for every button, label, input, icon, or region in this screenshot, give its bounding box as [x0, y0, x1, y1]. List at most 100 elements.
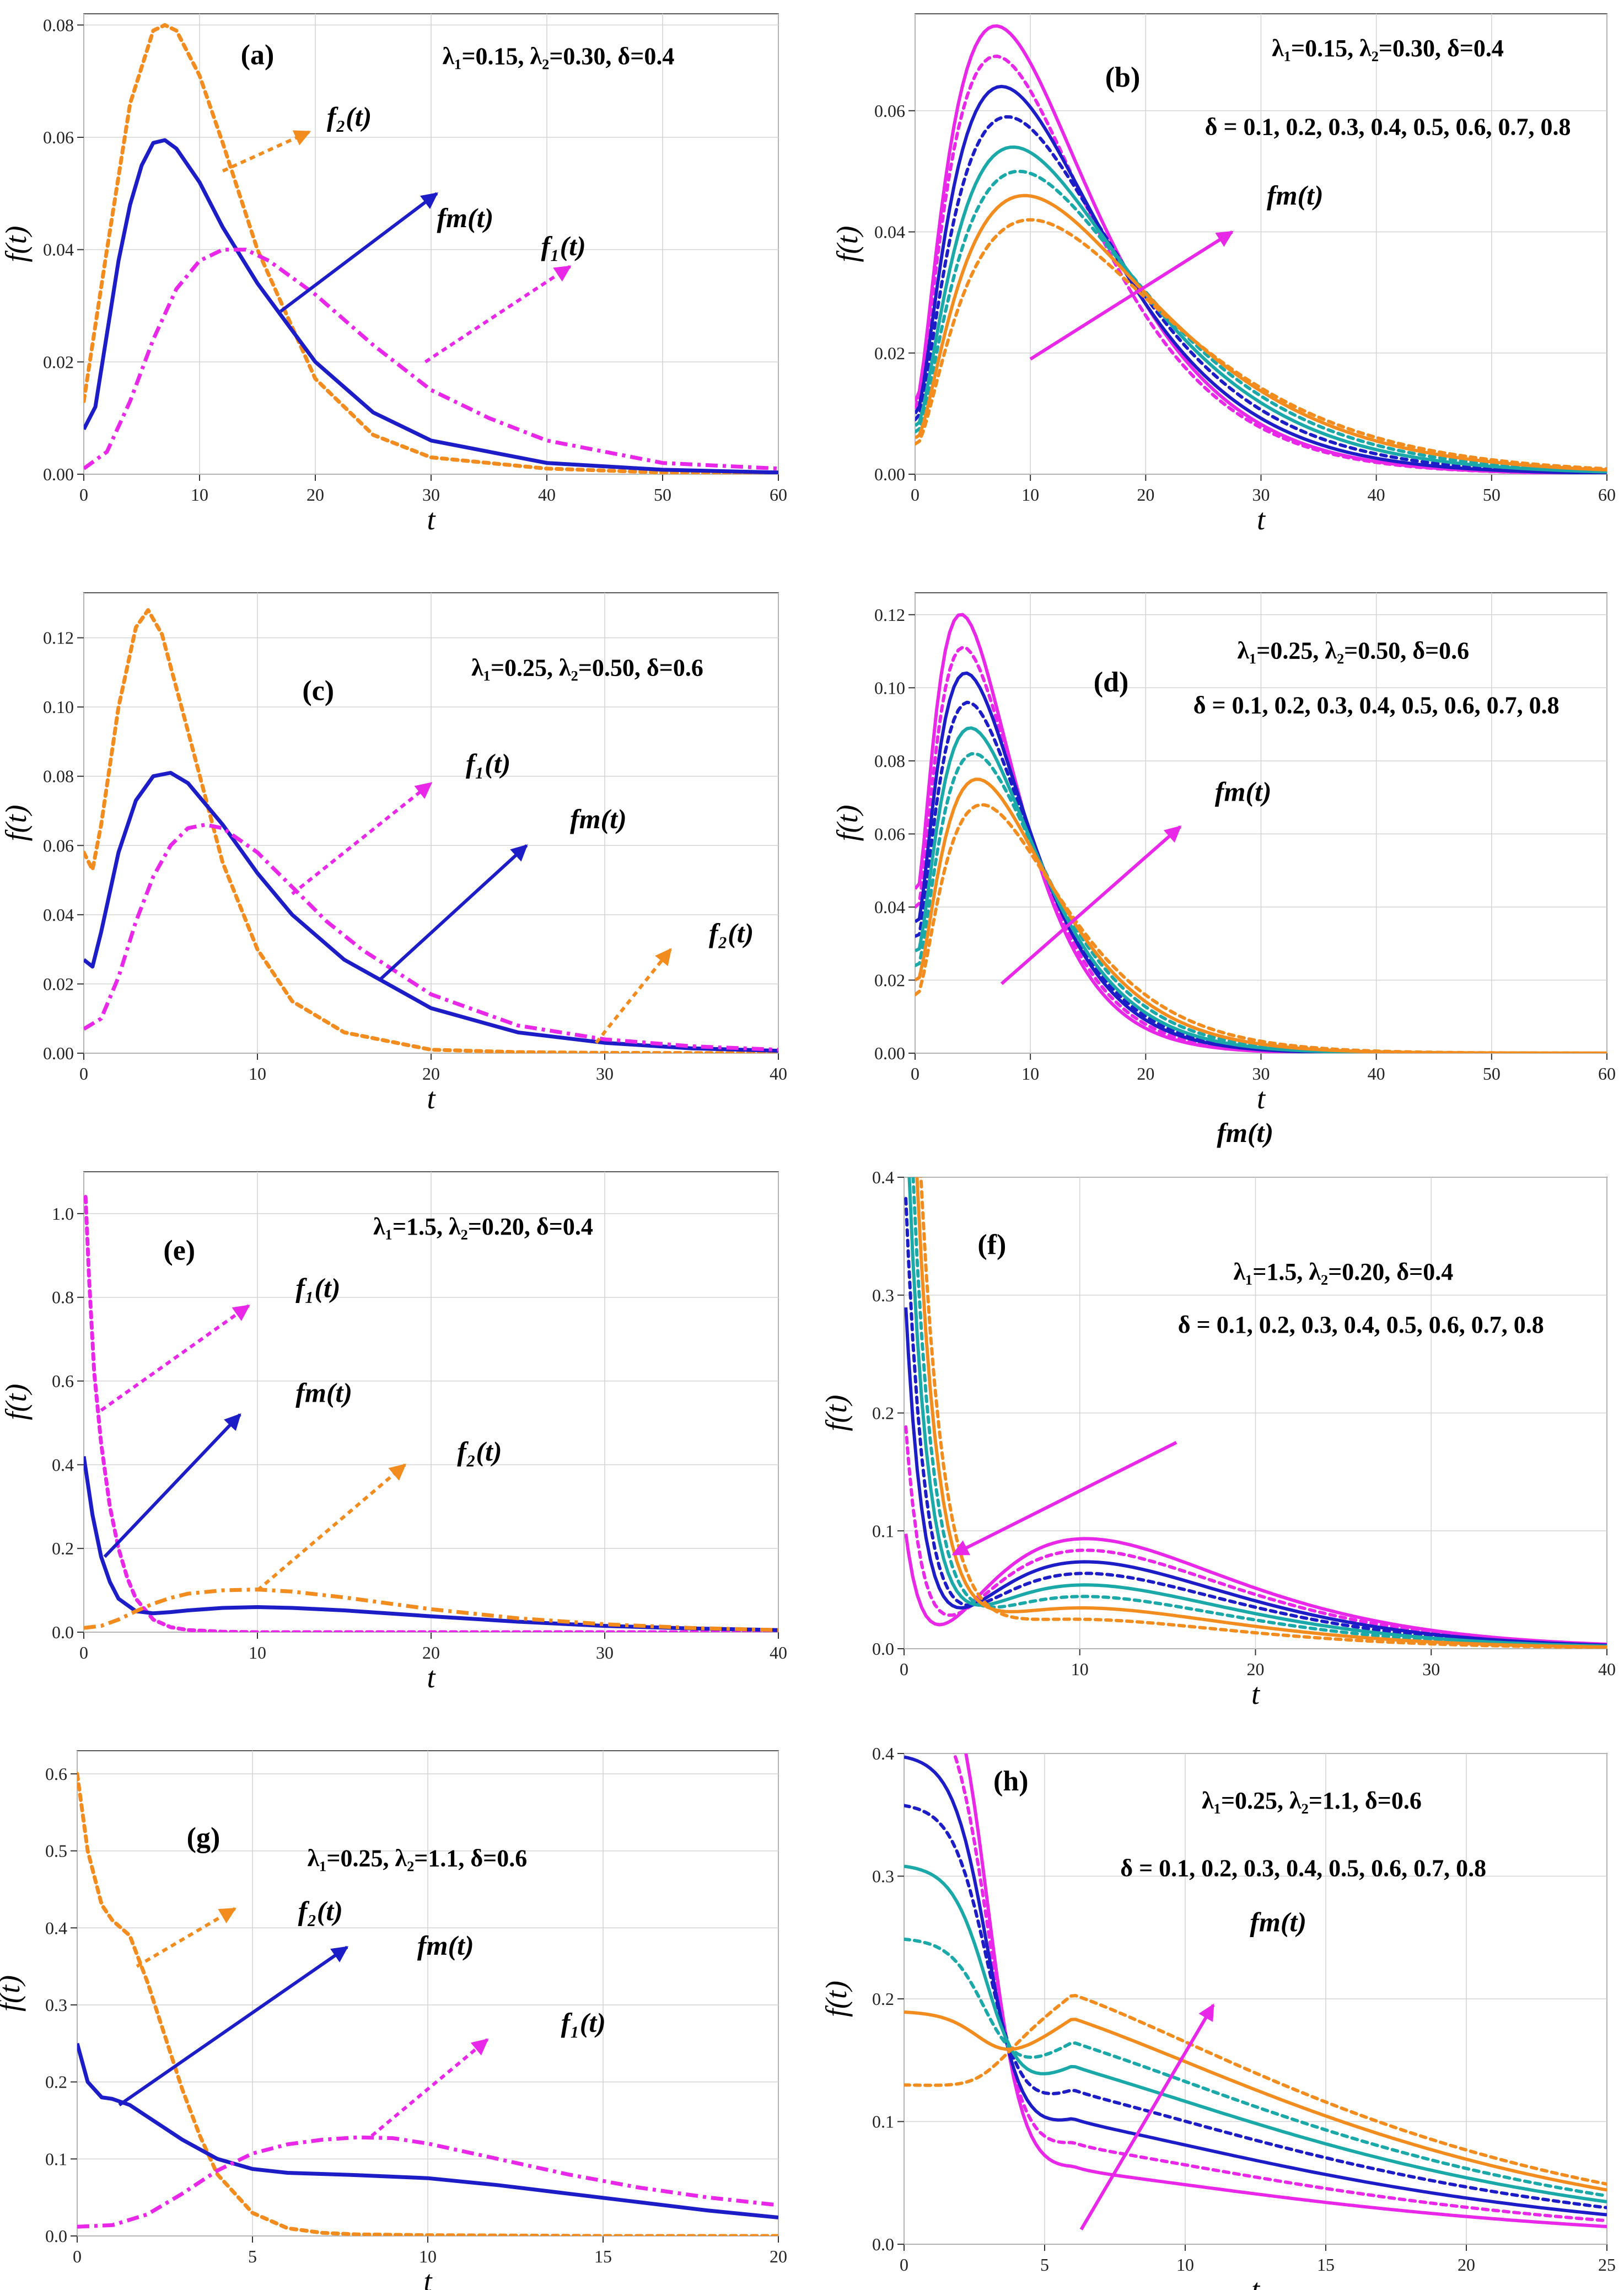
- series-group: [77, 1772, 778, 2236]
- delta-list-text: δ = 0.1, 0.2, 0.3, 0.4, 0.5, 0.6, 0.7, 0…: [1193, 692, 1560, 719]
- panel-f: 0 10 20 30 40 0.0 0.1 0.2 0.3 0.4 t f(t) fm(t) (f) λ₁=…: [820, 1117, 1616, 1710]
- y-axis-label: f(t): [820, 1981, 853, 2017]
- x-axis-label: t: [1257, 503, 1266, 536]
- x-tick-label: 40: [770, 1064, 787, 1084]
- y-tick-label: 0.02: [43, 352, 74, 372]
- series-δ=0.5: [904, 1864, 1607, 2203]
- y-tick-label: 0.12: [874, 605, 905, 625]
- x-axis-label: t: [427, 1082, 436, 1115]
- y-tick-label: 0.04: [874, 897, 905, 917]
- parameter-text: λ₁=0.15, λ₂=0.30, δ=0.4: [1272, 35, 1504, 62]
- series-f₁(t): [84, 248, 778, 471]
- panel-b: 0 10 20 30 40 50 60 0.00 0.02 0.04 0.06 t f(t) fm(t) (…: [831, 13, 1616, 536]
- series-fm(t): [84, 771, 778, 1053]
- y-tick-label: 0.6: [52, 1371, 74, 1391]
- x-tick-label: 0: [900, 1659, 908, 1679]
- panel-a: 0 10 20 30 40 50 60 0.00 0.02 0.04 0.06 0.08 t f(t) f₂…: [0, 13, 787, 536]
- y-axis-label: f(t): [820, 1395, 853, 1431]
- x-tick-label: 60: [770, 485, 787, 505]
- panel-tag: (d): [1094, 667, 1129, 698]
- y-tick-label: 0.2: [872, 1989, 894, 2009]
- y-tick-label: 0.4: [52, 1455, 74, 1474]
- series-δ=0.8: [915, 218, 1607, 471]
- series-group: [915, 613, 1607, 1053]
- y-tick-label: 0.10: [43, 697, 74, 717]
- series-δ=0.4: [904, 1804, 1607, 2209]
- x-tick-label: 15: [1317, 2255, 1335, 2275]
- y-tick-label: 0.2: [872, 1403, 894, 1423]
- x-axis-label: t: [1251, 1677, 1261, 1710]
- parameter-text: λ₁=0.25, λ₂=1.1, δ=0.6: [1202, 1787, 1422, 1814]
- y-tick-label: 0.00: [874, 1043, 905, 1063]
- y-tick-label: 0.06: [43, 127, 74, 147]
- x-tick-label: 20: [1458, 2255, 1475, 2275]
- panel-d: 0 10 20 30 40 50 60 0.00 0.02 0.04 0.06 0.08 0.10 0.1…: [831, 592, 1616, 1115]
- series-group: [84, 608, 778, 1053]
- panel-tag: (c): [302, 675, 334, 707]
- y-tick-label: 0.08: [43, 15, 74, 35]
- annotation-arrow: [256, 1463, 407, 1592]
- y-tick-label: 0.0: [45, 2226, 67, 2246]
- delta-list-text: δ = 0.1, 0.2, 0.3, 0.4, 0.5, 0.6, 0.7, 0…: [1178, 1311, 1544, 1338]
- y-tick-label: 0.1: [45, 2149, 67, 2169]
- x-tick-label: 0: [911, 485, 919, 505]
- series-δ=0.3: [915, 84, 1607, 474]
- series-δ=0.7: [915, 194, 1607, 472]
- annotation-arrow: [279, 192, 438, 313]
- annotation-arrow: [118, 1945, 349, 2107]
- annotation-arrow: [1079, 2003, 1215, 2230]
- y-tick-label: 0.2: [52, 1538, 74, 1558]
- series-δ=0.6: [915, 169, 1607, 473]
- annotation-arrow: [100, 1304, 250, 1412]
- x-tick-label: 10: [419, 2246, 437, 2266]
- y-tick-label: 0.00: [43, 1043, 74, 1063]
- panel-h: 0 5 10 15 20 25 0.0 0.1 0.2 0.3 0.4 t f(t) fm(t) (h) λ₁…: [820, 1744, 1616, 2290]
- y-axis-label: f(t): [0, 1384, 33, 1420]
- annotation-arrow: [222, 130, 311, 173]
- parameter-text: λ₁=0.15, λ₂=0.30, δ=0.4: [443, 43, 675, 70]
- series-δ=0.2: [952, 1753, 1607, 2223]
- y-axis-label: f(t): [0, 805, 33, 841]
- annotation-arrow: [378, 844, 528, 982]
- series-group: [84, 23, 778, 474]
- x-tick-label: 10: [1021, 1064, 1039, 1084]
- series-δ=0.3: [904, 1755, 1607, 2217]
- panel-tag: (g): [187, 1822, 221, 1854]
- x-axis-label: t: [427, 503, 436, 536]
- panel-tag: (f): [977, 1229, 1006, 1261]
- series-f₂(t): [84, 1588, 778, 1632]
- parameter-text: λ₁=0.25, λ₂=1.1, δ=0.6: [308, 1845, 528, 1872]
- series-δ=0.7: [915, 1177, 1607, 1649]
- series-δ=0.4: [915, 115, 1607, 474]
- series-δ=0.8: [915, 803, 1607, 1053]
- series-δ=0.1: [964, 1753, 1607, 2228]
- x-tick-label: 0: [911, 1064, 919, 1084]
- y-tick-label: 0.06: [874, 101, 905, 121]
- x-tick-label: 60: [1598, 1064, 1616, 1084]
- y-tick-label: 0.00: [874, 464, 905, 484]
- x-tick-label: 40: [538, 485, 556, 505]
- annotation-arrow: [1029, 230, 1234, 361]
- y-tick-label: 0.06: [43, 835, 74, 855]
- series-f₁(t): [84, 823, 778, 1052]
- y-tick-label: 0.06: [874, 824, 905, 844]
- panel-e: 0 10 20 30 40 0.0 0.2 0.4 0.6 0.8 1.0 t f(t) f₁(t) fm(…: [0, 1171, 787, 1694]
- x-tick-label: 30: [1252, 485, 1270, 505]
- y-tick-label: 0.02: [43, 974, 74, 994]
- curve-label: fm(t): [570, 803, 627, 834]
- x-tick-label: 10: [191, 485, 208, 505]
- y-tick-label: 0.10: [874, 678, 905, 698]
- curve-label: fm(t): [295, 1377, 352, 1408]
- y-axis-label: f(t): [831, 805, 864, 841]
- curve-label: fm(t): [1215, 776, 1272, 807]
- y-tick-label: 0.4: [872, 1744, 894, 1763]
- x-tick-label: 20: [770, 2246, 787, 2266]
- y-tick-label: 0.0: [872, 1639, 894, 1659]
- x-tick-label: 40: [1368, 485, 1385, 505]
- x-tick-label: 20: [1137, 1064, 1154, 1084]
- series-f₁(t): [84, 1195, 778, 1632]
- curve-label: f₂(t): [298, 1895, 343, 1926]
- curve-label: fm(t): [1250, 1907, 1306, 1938]
- y-tick-label: 0.0: [872, 2234, 894, 2254]
- y-tick-label: 0.4: [45, 1918, 67, 1938]
